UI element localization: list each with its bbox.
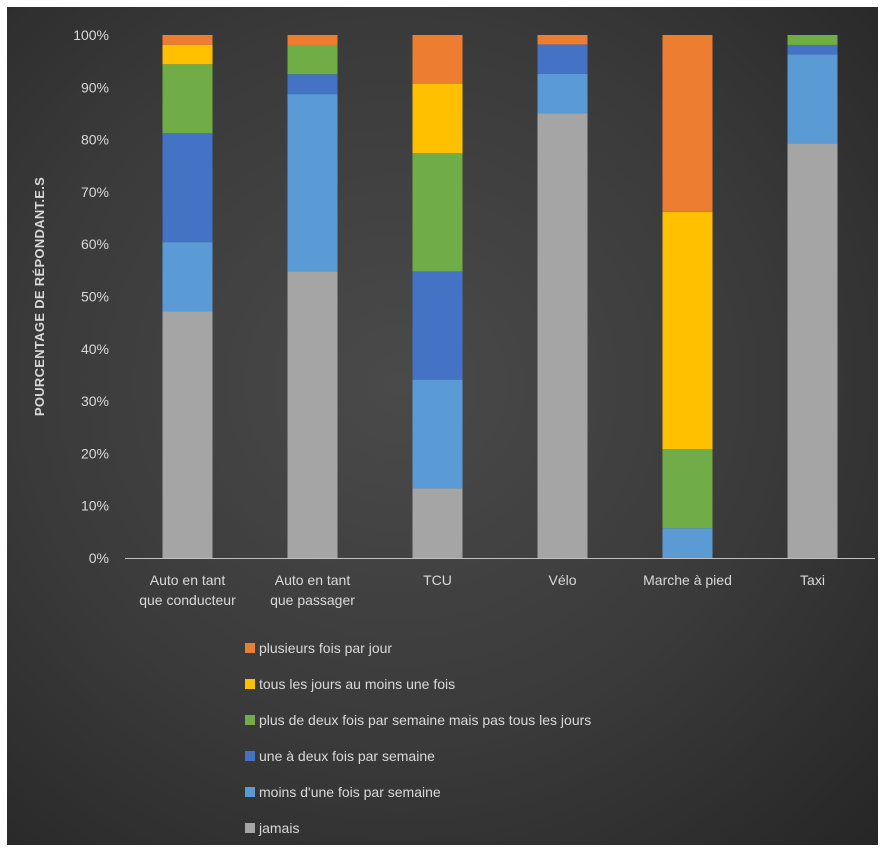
legend-label: tous les jours au moins une fois: [259, 676, 455, 692]
bar-segment: [162, 44, 213, 65]
x-tick-label: Vélo: [548, 572, 576, 588]
y-tick-label: 100%: [73, 27, 109, 43]
bar-segment: [412, 271, 463, 380]
bar-segment: [537, 73, 588, 114]
chart-area: 0% 10% 20% 30% 40% 50% 60% 70% 80% 90% 100% Auto e…: [7, 7, 878, 845]
legend-label: une à deux fois par semaine: [259, 748, 435, 764]
legend-label: plusieurs fois par jour: [259, 640, 392, 656]
bar-segment: [412, 83, 463, 154]
stacked-bar-chart: 0% 10% 20% 30% 40% 50% 60% 70% 80% 90% 100% Auto e…: [32, 27, 875, 836]
bar-segment: [162, 311, 213, 558]
legend-swatch: [245, 715, 255, 725]
y-tick-label: 40%: [81, 341, 109, 357]
bar-segment: [787, 44, 838, 55]
y-tick-label: 80%: [81, 132, 109, 148]
bar-segment: [287, 271, 338, 558]
bar-segment: [662, 35, 713, 212]
bar-segment: [537, 113, 588, 558]
bar-segment: [287, 35, 338, 45]
bar-segment: [412, 488, 463, 558]
bar-segment: [537, 35, 588, 45]
bar-segment: [787, 143, 838, 559]
legend-swatch: [245, 643, 255, 653]
bar-segment: [412, 379, 463, 489]
legend-swatch: [245, 823, 255, 833]
bar-segment: [412, 35, 463, 84]
legend-swatch: [245, 679, 255, 689]
bar-segment: [162, 133, 213, 243]
bar-segment: [537, 44, 588, 74]
y-axis-label: POURCENTAGE DE RÉPONDANT.E.S: [32, 177, 47, 416]
bar-segment: [162, 64, 213, 134]
legend-label: plus de deux fois par semaine mais pas t…: [259, 712, 591, 728]
y-tick-label: 60%: [81, 236, 109, 252]
bar-segment: [662, 211, 713, 450]
bar-segment: [287, 94, 338, 272]
bar-segment: [787, 54, 838, 144]
bar-segment: [412, 153, 463, 272]
bar-segment: [162, 242, 213, 312]
bar-segment: [287, 44, 338, 75]
x-tick-label: Marche à pied: [643, 572, 732, 588]
y-tick-label: 70%: [81, 184, 109, 200]
bar-segment: [787, 35, 838, 45]
bar-segment: [662, 528, 713, 558]
y-tick-label: 0%: [89, 550, 109, 566]
bar-segment: [162, 35, 213, 45]
bar-segment: [662, 449, 713, 529]
y-tick-label: 90%: [81, 79, 109, 95]
x-tick-label: TCU: [423, 572, 452, 588]
y-tick-label: 10%: [81, 498, 109, 514]
legend-label: jamais: [258, 820, 299, 836]
x-tick-label: Taxi: [800, 572, 825, 588]
x-tick-label: Auto en tant que passager: [270, 572, 355, 608]
y-tick-label: 50%: [81, 289, 109, 305]
legend-swatch: [245, 751, 255, 761]
x-tick-label: Auto en tant que conducteur: [139, 572, 236, 608]
bar-segment: [287, 74, 338, 95]
y-tick-label: 20%: [81, 445, 109, 461]
legend-swatch: [245, 787, 255, 797]
legend-label: moins d'une fois par semaine: [259, 784, 441, 800]
y-tick-label: 30%: [81, 393, 109, 409]
